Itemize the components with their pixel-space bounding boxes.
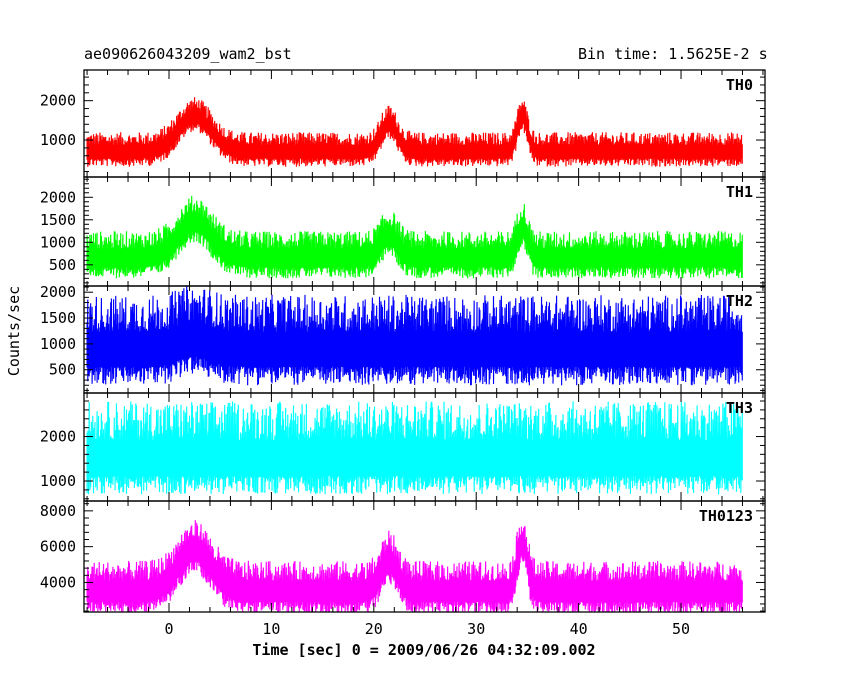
y-tick-label: 1500 xyxy=(40,309,76,327)
panel-label-th1: TH1 xyxy=(726,183,753,201)
chart-title-left: ae090626043209_wam2_bst xyxy=(84,45,292,63)
x-tick-label: 0 xyxy=(164,620,173,638)
series-trace-th0 xyxy=(86,97,743,167)
y-tick-label: 2000 xyxy=(40,283,76,301)
x-tick-label: 40 xyxy=(570,620,588,638)
series-trace-th2 xyxy=(86,286,743,386)
x-tick-label: 30 xyxy=(467,620,485,638)
x-tick-label: 10 xyxy=(262,620,280,638)
chart-title-right: Bin time: 1.5625E-2 s xyxy=(578,45,768,63)
y-tick-label: 2000 xyxy=(40,188,76,206)
series-trace-th3 xyxy=(86,401,743,495)
panel-label-th2: TH2 xyxy=(726,292,753,310)
y-tick-label: 8000 xyxy=(40,502,76,520)
y-tick-label: 1000 xyxy=(40,335,76,353)
y-tick-label: 1000 xyxy=(40,472,76,490)
y-tick-label: 4000 xyxy=(40,573,76,591)
panel-label-th0: TH0 xyxy=(726,76,753,94)
series-trace-th0123 xyxy=(86,520,743,612)
y-tick-label: 6000 xyxy=(40,538,76,556)
y-tick-label: 1000 xyxy=(40,131,76,149)
y-tick-label: 500 xyxy=(49,361,76,379)
panel-frame-th0123 xyxy=(83,500,766,613)
x-tick-label: 50 xyxy=(672,620,690,638)
y-tick-label: 1500 xyxy=(40,211,76,229)
y-tick-label: 2000 xyxy=(40,428,76,446)
x-axis-label: Time [sec] 0 = 2009/06/26 04:32:09.002 xyxy=(252,641,595,659)
y-axis-label: Counts/sec xyxy=(5,286,23,376)
panel-label-th3: TH3 xyxy=(726,399,753,417)
y-tick-label: 2000 xyxy=(40,92,76,110)
y-tick-label: 500 xyxy=(49,256,76,274)
panel-label-th0123: TH0123 xyxy=(699,507,753,525)
x-tick-label: 20 xyxy=(365,620,383,638)
y-tick-label: 1000 xyxy=(40,233,76,251)
series-trace-th1 xyxy=(86,195,743,279)
